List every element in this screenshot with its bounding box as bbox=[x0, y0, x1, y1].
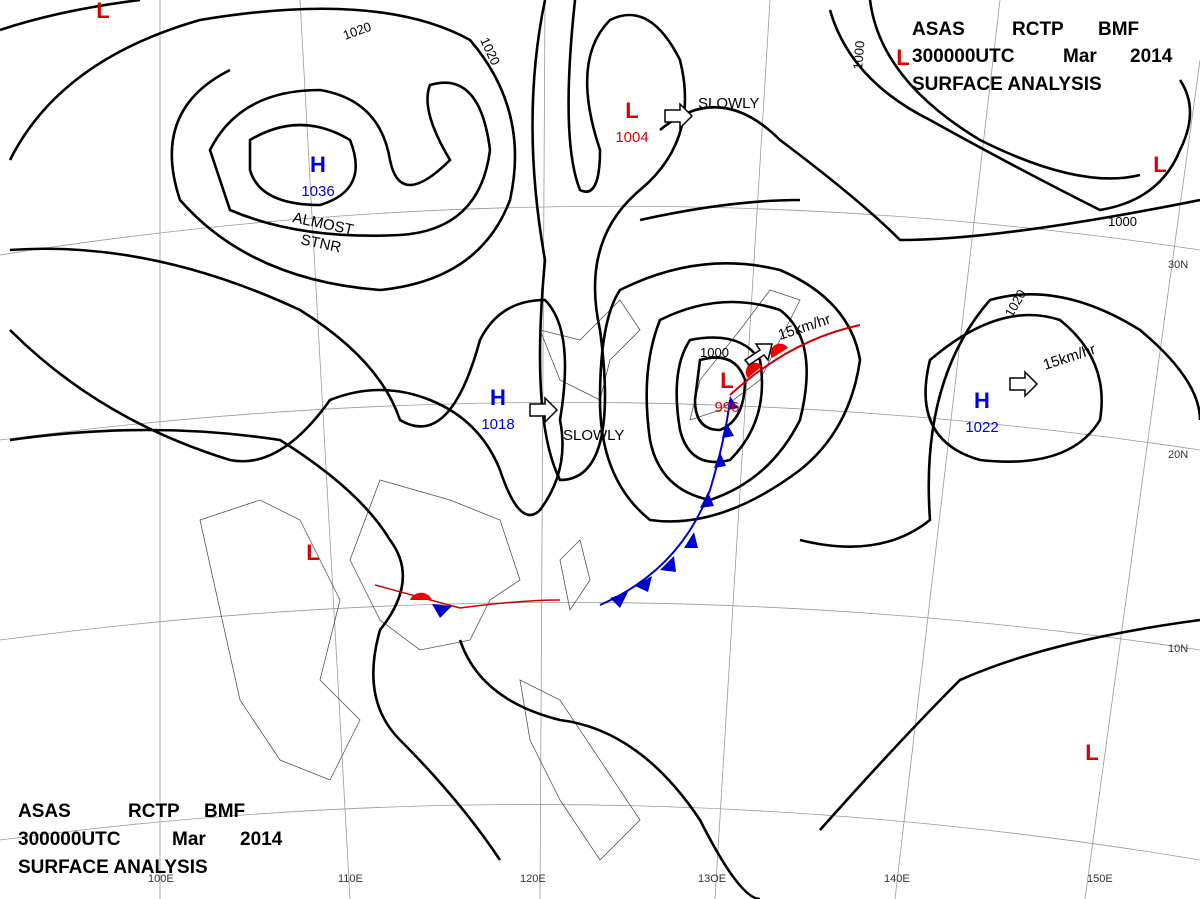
header-bottom: ASAS RCTP BMF 300000UTC Mar 2014 SURFACE… bbox=[18, 801, 283, 878]
coastline bbox=[689, 289, 801, 421]
center-symbol: L bbox=[720, 368, 733, 393]
header-text: 2014 bbox=[240, 829, 283, 850]
header-text: RCTP bbox=[128, 801, 180, 822]
front-symbol bbox=[610, 396, 738, 608]
front-symbol bbox=[432, 604, 452, 618]
center-symbol: H bbox=[310, 152, 326, 177]
header-text: 300000UTC bbox=[18, 829, 121, 850]
center-symbol: H bbox=[974, 388, 990, 413]
latitude-label: 30N bbox=[1168, 259, 1188, 271]
center-pressure: 1022 bbox=[965, 419, 998, 436]
isobar bbox=[248, 123, 357, 207]
header-text: Mar bbox=[172, 829, 206, 850]
coastline bbox=[539, 299, 641, 401]
isobar-label: 1000 bbox=[700, 345, 729, 360]
center-symbol: L bbox=[896, 45, 909, 70]
longitude-label: 140E bbox=[884, 873, 910, 885]
latitude-line bbox=[0, 601, 1200, 651]
longitude-label: 150E bbox=[1087, 873, 1113, 885]
pressure-centers: H 1036 L 1004 H 1018 L 996 H 1022 L L L L L bbox=[96, 0, 1166, 765]
isobar bbox=[8, 7, 517, 292]
isobar bbox=[819, 618, 1200, 831]
center-symbol: L bbox=[306, 540, 319, 565]
coastline bbox=[199, 499, 361, 781]
longitude-label: 120E bbox=[520, 873, 546, 885]
isobar bbox=[828, 9, 1192, 212]
latitude-label: 20N bbox=[1168, 449, 1188, 461]
isobar bbox=[645, 300, 808, 502]
isobar bbox=[675, 336, 764, 464]
motion-arrows bbox=[529, 102, 1039, 424]
coastlines bbox=[199, 289, 801, 861]
isobar-label: 1000 bbox=[850, 40, 867, 70]
center-symbol: L bbox=[96, 0, 109, 23]
center-pressure: 1036 bbox=[301, 183, 334, 200]
isobar bbox=[531, 0, 687, 482]
stationary-front bbox=[374, 584, 561, 609]
header-text: 300000UTC bbox=[912, 46, 1015, 67]
isobar bbox=[799, 293, 1200, 548]
latitude-label: 10N bbox=[1168, 643, 1188, 655]
isobar-label: 1000 bbox=[1108, 214, 1137, 229]
isobar bbox=[458, 639, 761, 899]
longitude-label: 100E bbox=[148, 873, 174, 885]
longitude-line bbox=[1084, 59, 1200, 899]
front-symbol bbox=[745, 343, 788, 378]
isobar bbox=[9, 428, 502, 861]
motion-arrow bbox=[1009, 370, 1039, 398]
isobar bbox=[208, 81, 492, 238]
motion-label: SLOWLY bbox=[563, 427, 624, 444]
coastline bbox=[519, 679, 641, 861]
header-text: ASAS bbox=[18, 801, 71, 822]
coastline bbox=[349, 479, 521, 651]
isobar bbox=[9, 247, 567, 517]
isobar bbox=[924, 313, 1103, 463]
motion-arrow bbox=[664, 102, 694, 130]
center-symbol: H bbox=[490, 385, 506, 410]
header-top: ASAS RCTP BMF 300000UTC Mar 2014 SURFACE… bbox=[912, 19, 1173, 95]
motion-arrow bbox=[743, 343, 773, 367]
center-pressure: 1018 bbox=[481, 416, 514, 433]
latitude-line bbox=[0, 205, 1200, 256]
latitude-line bbox=[0, 804, 1200, 861]
longitude-label: 13OE bbox=[698, 873, 726, 885]
header-text: SURFACE ANALYSIS bbox=[912, 74, 1102, 95]
isobar bbox=[659, 105, 1200, 242]
motion-label: SLOWLY bbox=[698, 95, 759, 112]
isobar bbox=[868, 0, 1141, 180]
warm-front bbox=[729, 324, 861, 396]
isobar bbox=[639, 198, 801, 222]
center-pressure: 996 bbox=[714, 399, 739, 416]
header-text: ASAS bbox=[912, 19, 965, 40]
longitude-line bbox=[299, 0, 351, 899]
front-symbol bbox=[410, 592, 432, 600]
header-text: BMF bbox=[1098, 19, 1139, 40]
isobar bbox=[693, 356, 747, 432]
isobar bbox=[0, 0, 141, 32]
grid-labels: 30N 20N 10N 100E 110E 120E 13OE 140E 150… bbox=[148, 259, 1188, 885]
center-pressure: 1004 bbox=[615, 129, 648, 146]
longitude-line bbox=[539, 0, 546, 899]
center-symbol: L bbox=[625, 98, 638, 123]
motion-arrow bbox=[529, 396, 559, 424]
header-text: 2014 bbox=[1130, 46, 1173, 67]
header-text: SURFACE ANALYSIS bbox=[18, 857, 208, 878]
longitude-line bbox=[714, 0, 771, 899]
longitude-label: 110E bbox=[338, 873, 363, 885]
center-symbol: L bbox=[1085, 740, 1098, 765]
center-symbol: L bbox=[1153, 152, 1166, 177]
coastline bbox=[559, 539, 591, 612]
header-text: BMF bbox=[204, 801, 245, 822]
isobar bbox=[598, 262, 862, 523]
fronts bbox=[374, 324, 861, 618]
header-text: Mar bbox=[1063, 46, 1097, 67]
header-text: RCTP bbox=[1012, 19, 1064, 40]
